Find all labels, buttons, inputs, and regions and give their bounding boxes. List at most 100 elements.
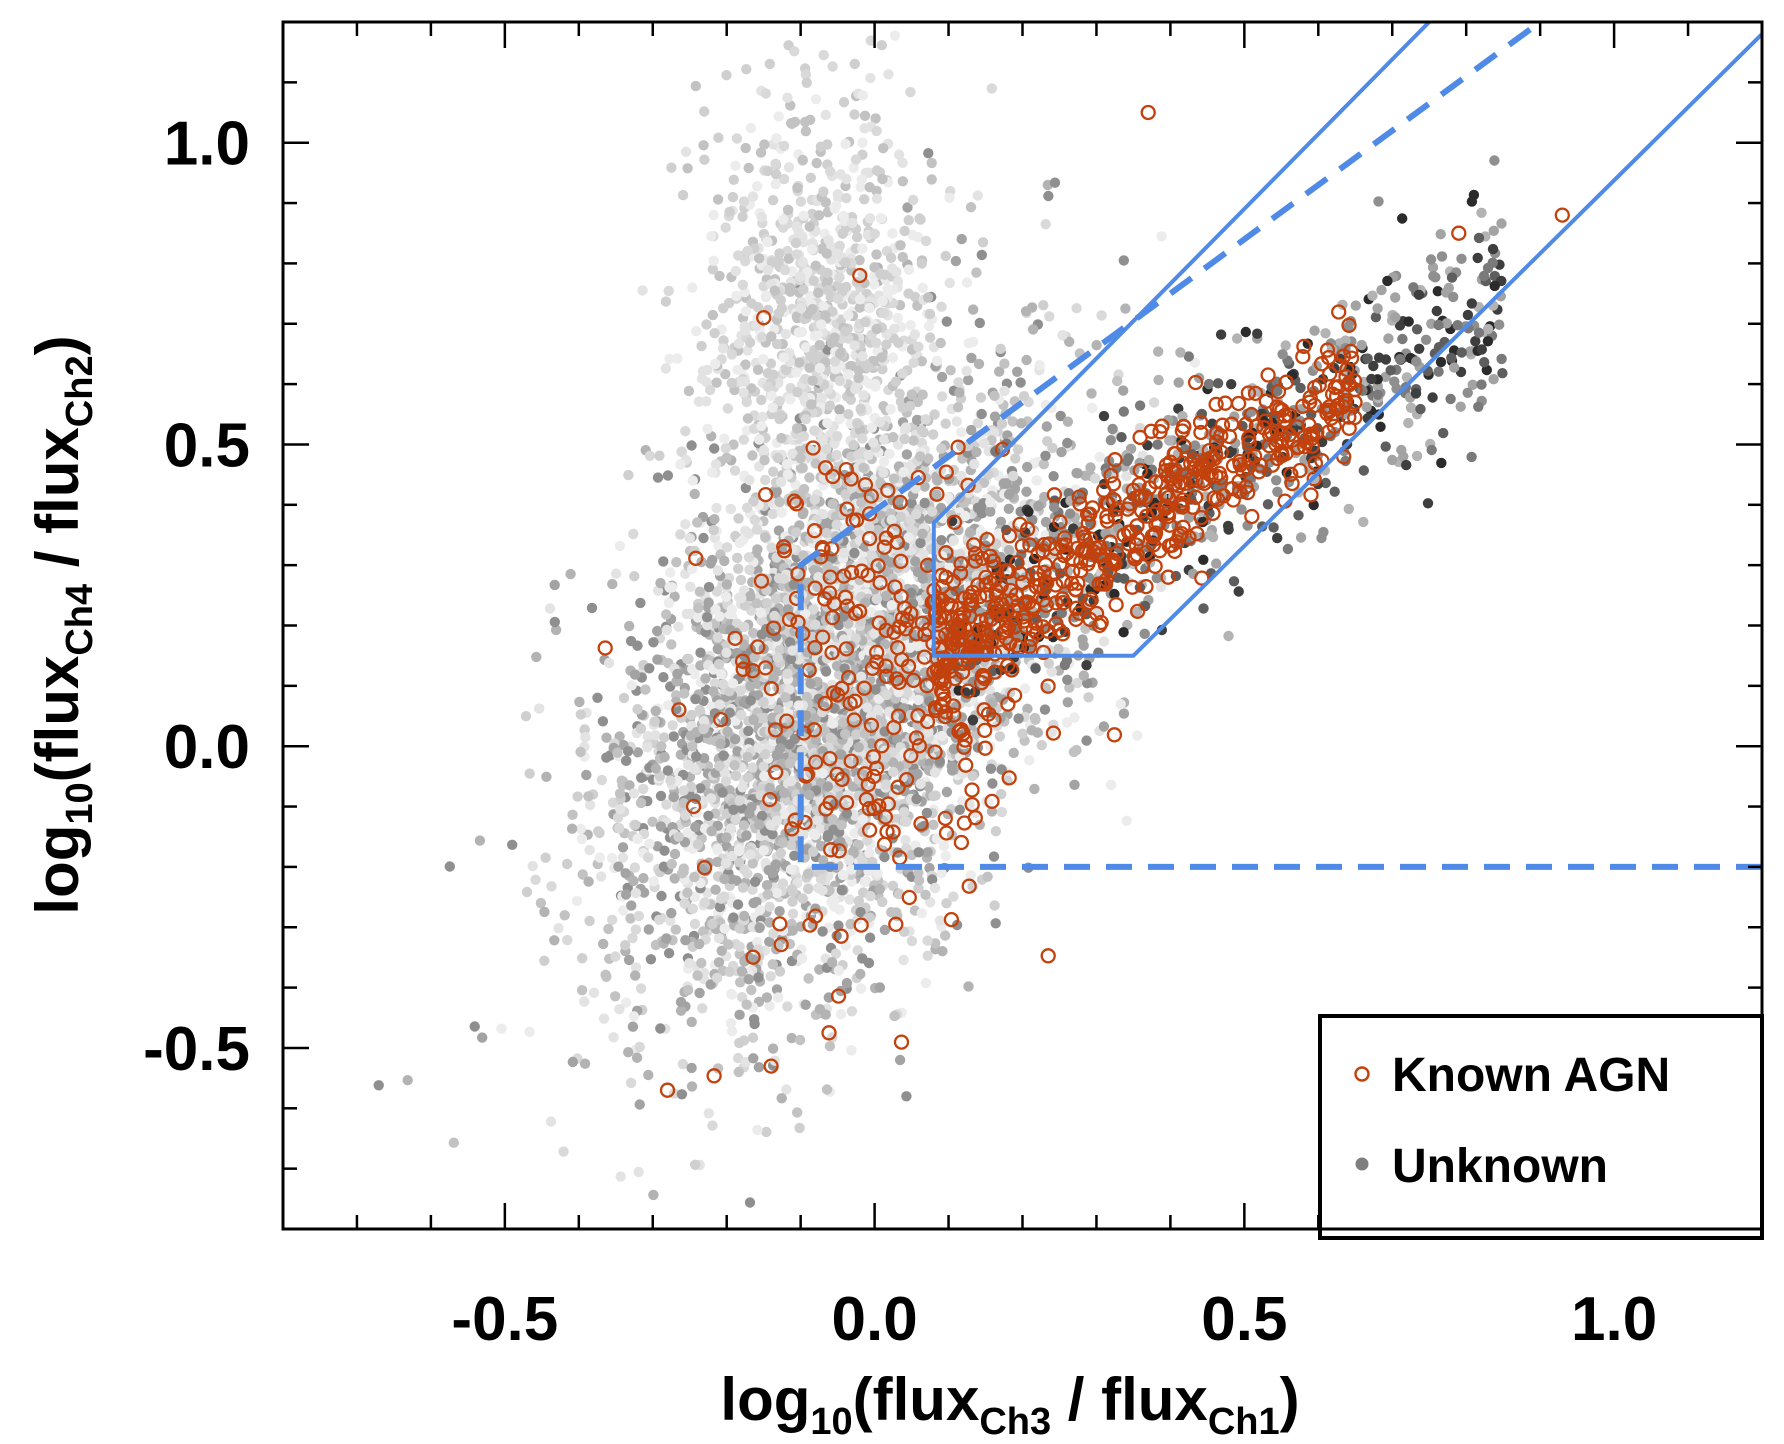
- unknown-point: [579, 1058, 591, 1069]
- unknown-point: [683, 653, 694, 665]
- unknown-point: [1148, 397, 1160, 408]
- unknown-point: [934, 915, 946, 926]
- unknown-point: [539, 955, 550, 966]
- unknown-point: [801, 691, 813, 703]
- unknown-point: [623, 954, 635, 966]
- unknown-point: [774, 966, 786, 977]
- unknown-point: [891, 907, 902, 918]
- unknown-point: [1062, 697, 1074, 708]
- unknown-point: [718, 679, 729, 690]
- unknown-point: [996, 806, 1007, 818]
- unknown-point: [721, 591, 732, 602]
- unknown-point: [855, 671, 867, 682]
- unknown-point: [759, 771, 770, 782]
- unknown-point: [768, 672, 779, 684]
- unknown-point: [834, 404, 845, 415]
- unknown-point: [908, 357, 919, 368]
- unknown-point: [644, 838, 655, 849]
- unknown-point: [625, 1077, 637, 1089]
- unknown-point: [713, 932, 725, 944]
- unknown-point: [868, 437, 879, 448]
- unknown-point: [800, 116, 811, 128]
- unknown-point: [595, 871, 607, 882]
- unknown-point: [967, 770, 978, 782]
- unknown-point: [810, 641, 822, 652]
- unknown-point: [608, 1032, 619, 1043]
- unknown-point: [969, 458, 980, 470]
- unknown-point: [849, 828, 860, 839]
- unknown-point: [558, 1146, 569, 1157]
- unknown-point: [773, 111, 784, 122]
- unknown-point: [714, 611, 725, 622]
- unknown-point: [824, 1041, 836, 1052]
- unknown-point: [701, 319, 712, 330]
- unknown-point: [686, 563, 698, 575]
- unknown-point: [862, 835, 873, 846]
- unknown-point: [610, 991, 621, 1002]
- unknown-point: [733, 1066, 744, 1078]
- unknown-point: [1081, 735, 1092, 746]
- unknown-point: [773, 255, 784, 266]
- unknown-point: [770, 859, 782, 870]
- unknown-point: [785, 286, 796, 297]
- unknown-point: [680, 146, 692, 157]
- unknown-point: [714, 699, 725, 710]
- unknown-point: [802, 868, 814, 879]
- unknown-point: [666, 907, 677, 919]
- unknown-point: [871, 323, 882, 335]
- unknown-point: [700, 673, 711, 684]
- unknown-point: [607, 914, 618, 925]
- unknown-point: [655, 821, 667, 832]
- unknown-point: [527, 860, 538, 872]
- unknown-point: [764, 58, 775, 70]
- unknown-point: [815, 141, 827, 152]
- unknown-point: [760, 532, 771, 543]
- unknown-point: [974, 317, 985, 329]
- unknown-point: [897, 157, 908, 168]
- unknown-point: [892, 276, 904, 287]
- unknown-point: [716, 945, 727, 956]
- unknown-point: [521, 886, 533, 898]
- unknown-point: [655, 790, 667, 802]
- unknown-point: [732, 899, 744, 910]
- unknown-point: [995, 343, 1006, 354]
- unknown-point: [725, 823, 737, 834]
- unknown-point: [709, 708, 721, 719]
- unknown-point: [917, 528, 928, 539]
- unknown-point: [549, 935, 560, 946]
- unknown-point: [817, 768, 828, 779]
- unknown-point: [943, 492, 954, 503]
- unknown-point: [999, 385, 1010, 397]
- unknown-point: [496, 1023, 507, 1034]
- unknown-point: [841, 977, 853, 989]
- unknown-point: [902, 687, 913, 698]
- unknown-point: [989, 411, 1001, 422]
- unknown-point: [762, 264, 774, 276]
- unknown-point: [693, 602, 704, 614]
- unknown-point: [904, 642, 916, 653]
- unknown-point: [663, 597, 675, 609]
- unknown-point: [899, 815, 910, 827]
- unknown-point: [744, 1197, 756, 1208]
- unknown-point: [982, 871, 993, 882]
- unknown-point: [831, 519, 842, 530]
- unknown-point: [787, 925, 798, 936]
- unknown-point: [754, 922, 765, 933]
- unknown-point: [779, 787, 790, 799]
- unknown-point: [777, 878, 789, 889]
- unknown-point: [694, 987, 705, 999]
- unknown-point: [716, 669, 727, 680]
- unknown-point: [889, 323, 900, 334]
- unknown-point: [936, 867, 947, 879]
- unknown-point: [1098, 721, 1110, 732]
- unknown-point: [637, 285, 648, 296]
- unknown-point: [632, 640, 643, 651]
- unknown-point: [835, 169, 846, 180]
- unknown-point: [748, 1014, 760, 1025]
- unknown-point: [899, 806, 910, 818]
- unknown-point: [699, 154, 710, 165]
- unknown-point: [707, 309, 718, 321]
- unknown-point: [913, 883, 924, 894]
- unknown-point: [1132, 730, 1143, 741]
- unknown-point: [690, 80, 701, 92]
